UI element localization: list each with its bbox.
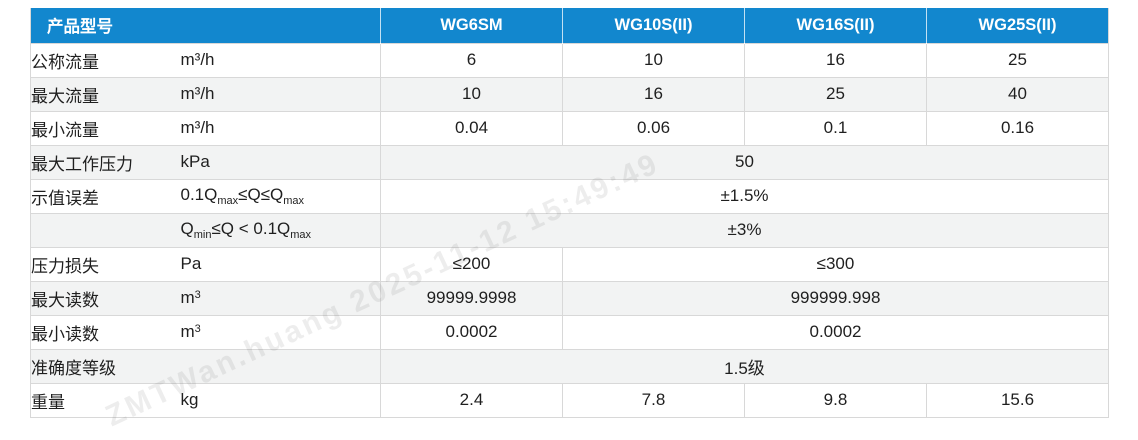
row-unit (180, 348, 381, 383)
unit-text: m³/h (180, 118, 215, 137)
cell-value: 50 (380, 144, 1109, 179)
cell-value: ≤300 (562, 246, 1109, 281)
cell-value: 0.0002 (562, 314, 1109, 349)
cell-value: 16 (562, 76, 745, 111)
unit-text: m (180, 288, 195, 307)
product-spec-table: 产品型号 WG6SM WG10S(II) WG16S(II) WG25S(II) 公称… (30, 8, 1109, 418)
cell-value: 16 (744, 42, 927, 77)
row-unit: kg (180, 382, 381, 417)
cell-value: 1.5级 (380, 348, 1109, 383)
unit-text: Q (180, 219, 194, 238)
table-row: 重量 kg 2.4 7.8 9.8 15.6 (30, 382, 1109, 417)
table-row: 最小读数 m3 0.0002 0.0002 (30, 314, 1109, 349)
cell-value: 999999.998 (562, 280, 1109, 315)
row-unit: Qmin≤Q < 0.1Qmax (180, 212, 381, 247)
table-row: 最小流量 m³/h 0.04 0.06 0.1 0.16 (30, 110, 1109, 145)
unit-text: kPa (180, 152, 210, 171)
header-model-0: WG6SM (380, 8, 563, 43)
table-header-row: 产品型号 WG6SM WG10S(II) WG16S(II) WG25S(II) (30, 8, 1109, 43)
table-row: 示值误差 0.1Qmax≤Q≤Qmax ±1.5% (30, 178, 1109, 213)
row-label: 公称流量 (30, 42, 181, 77)
table-row: 公称流量 m³/h 6 10 16 25 (30, 42, 1109, 77)
unit-text: max (283, 195, 305, 207)
row-label: 最小流量 (30, 110, 181, 145)
row-unit: Pa (180, 246, 381, 281)
row-unit: m3 (180, 314, 381, 349)
unit-text: ≤Q < 0.1Q (211, 219, 291, 238)
cell-value: 7.8 (562, 382, 745, 417)
cell-value: 10 (562, 42, 745, 77)
cell-value: 25 (744, 76, 927, 111)
table-row: 最大工作压力 kPa 50 (30, 144, 1109, 179)
row-unit: m³/h (180, 76, 381, 111)
unit-text: ≤Q≤Q (238, 185, 284, 204)
cell-value: 0.16 (926, 110, 1109, 145)
cell-value: 0.04 (380, 110, 563, 145)
unit-text: m (180, 322, 195, 341)
cell-value: 25 (926, 42, 1109, 77)
row-label: 示值误差 (30, 178, 181, 213)
cell-value: ±1.5% (380, 178, 1109, 213)
unit-text: max (290, 229, 312, 241)
unit-text: 3 (194, 323, 201, 335)
row-label: 重量 (30, 382, 181, 417)
row-unit: m³/h (180, 42, 381, 77)
row-label: 最大工作压力 (30, 144, 181, 179)
header-model-1: WG10S(II) (562, 8, 745, 43)
row-label: 最大读数 (30, 280, 181, 315)
cell-value: 15.6 (926, 382, 1109, 417)
row-label: 最大流量 (30, 76, 181, 111)
row-unit: m³/h (180, 110, 381, 145)
table-row: 最大流量 m³/h 10 16 25 40 (30, 76, 1109, 111)
table-row: Qmin≤Q < 0.1Qmax ±3% (30, 212, 1109, 247)
cell-value: 6 (380, 42, 563, 77)
cell-value: 40 (926, 76, 1109, 111)
row-label: 最小读数 (30, 314, 181, 349)
cell-value: 0.1 (744, 110, 927, 145)
row-label: 准确度等级 (30, 348, 181, 383)
row-unit: kPa (180, 144, 381, 179)
unit-text: m³/h (180, 50, 215, 69)
unit-text: 3 (194, 289, 201, 301)
row-label: 压力损失 (30, 246, 181, 281)
table-row: 最大读数 m3 99999.9998 999999.998 (30, 280, 1109, 315)
unit-text: min (193, 229, 212, 241)
cell-value: 0.06 (562, 110, 745, 145)
table-row: 准确度等级 1.5级 (30, 348, 1109, 383)
cell-value: 99999.9998 (380, 280, 563, 315)
header-model-2: WG16S(II) (744, 8, 927, 43)
unit-text: kg (180, 390, 199, 409)
table-row: 压力损失 Pa ≤200 ≤300 (30, 246, 1109, 281)
header-model-3: WG25S(II) (926, 8, 1109, 43)
cell-value: 9.8 (744, 382, 927, 417)
unit-text: m³/h (180, 84, 215, 103)
unit-text: max (217, 195, 239, 207)
unit-text: 0.1Q (180, 185, 218, 204)
cell-value: ≤200 (380, 246, 563, 281)
watermark-text-2: 143 黄 (0, 430, 112, 440)
cell-value: 2.4 (380, 382, 563, 417)
row-label (30, 212, 181, 247)
cell-value: 10 (380, 76, 563, 111)
row-unit: 0.1Qmax≤Q≤Qmax (180, 178, 381, 213)
cell-value: ±3% (380, 212, 1109, 247)
header-product-model-label: 产品型号 (30, 8, 381, 43)
cell-value: 0.0002 (380, 314, 563, 349)
row-unit: m3 (180, 280, 381, 315)
unit-text: Pa (180, 254, 202, 273)
